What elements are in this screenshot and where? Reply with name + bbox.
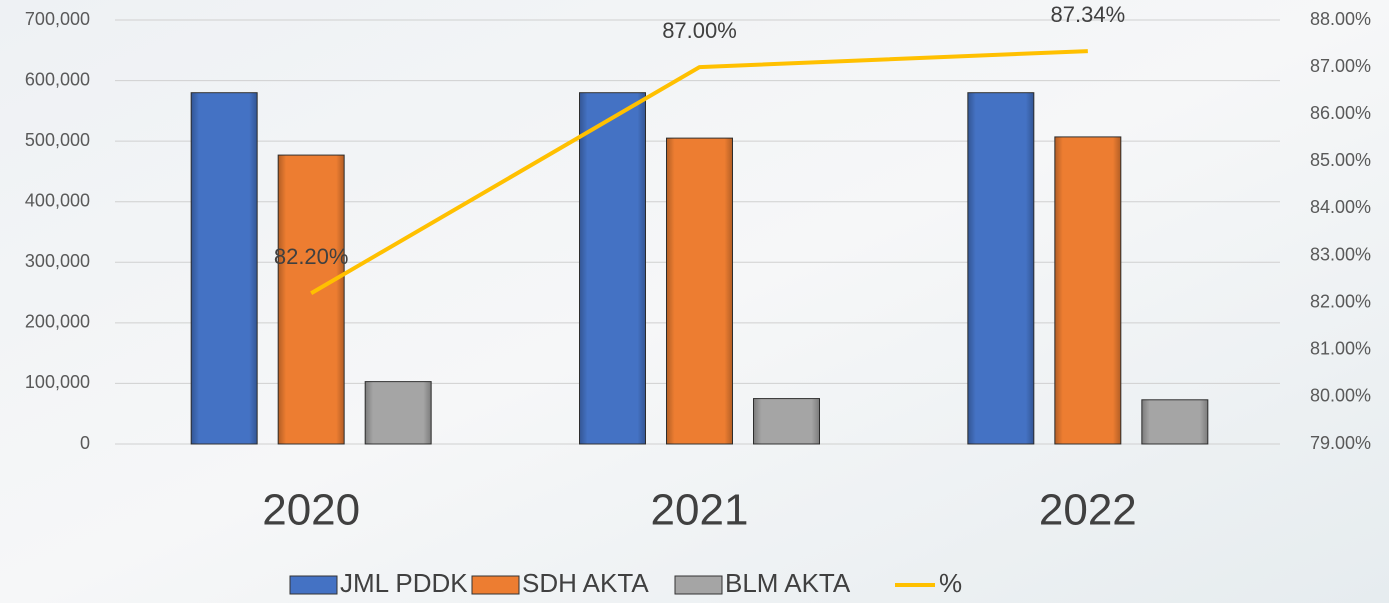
- y2-tick-label: 86.00%: [1310, 103, 1371, 123]
- bar-bevel: [666, 138, 733, 444]
- legend-swatch: [289, 575, 338, 595]
- y2-tick-label: 84.00%: [1310, 197, 1371, 217]
- legend-label: JML PDDK: [340, 568, 468, 598]
- y-tick-label: 300,000: [25, 251, 90, 271]
- y-tick-label: 100,000: [25, 372, 90, 392]
- y2-tick-label: 83.00%: [1310, 244, 1371, 264]
- y2-tick-label: 85.00%: [1310, 150, 1371, 170]
- y-tick-label: 600,000: [25, 69, 90, 89]
- y-tick-label: 400,000: [25, 190, 90, 210]
- y-tick-label: 700,000: [25, 9, 90, 29]
- data-label: 87.34%: [1051, 2, 1126, 27]
- x-tick-label: 2021: [651, 486, 749, 535]
- bar-bevel: [753, 398, 820, 444]
- y-tick-label: 500,000: [25, 130, 90, 150]
- bar-bevel: [365, 381, 432, 444]
- legend-label: %: [939, 568, 962, 598]
- bar-bevel: [1141, 399, 1208, 444]
- data-label: 82.20%: [274, 244, 349, 269]
- x-tick-label: 2020: [262, 486, 360, 535]
- legend-label: BLM AKTA: [725, 568, 851, 598]
- bar-bevel: [191, 92, 258, 444]
- y2-tick-label: 88.00%: [1310, 9, 1371, 29]
- legend-label: SDH AKTA: [522, 568, 649, 598]
- y2-tick-label: 80.00%: [1310, 386, 1371, 406]
- bar-bevel: [1054, 136, 1121, 444]
- bar-bevel: [579, 92, 646, 444]
- bar-bevel: [278, 155, 345, 444]
- y2-tick-label: 81.00%: [1310, 339, 1371, 359]
- data-label: 87.00%: [662, 18, 737, 43]
- bar-bevel: [967, 92, 1034, 444]
- legend-swatch: [674, 575, 723, 595]
- y2-tick-label: 87.00%: [1310, 56, 1371, 76]
- x-tick-label: 2022: [1039, 486, 1137, 535]
- y2-tick-label: 79.00%: [1310, 433, 1371, 453]
- line: [310, 49, 1088, 295]
- y-tick-label: 0: [80, 433, 90, 453]
- y-tick-label: 200,000: [25, 312, 90, 332]
- y2-tick-label: 82.00%: [1310, 291, 1371, 311]
- legend-swatch: [471, 575, 520, 595]
